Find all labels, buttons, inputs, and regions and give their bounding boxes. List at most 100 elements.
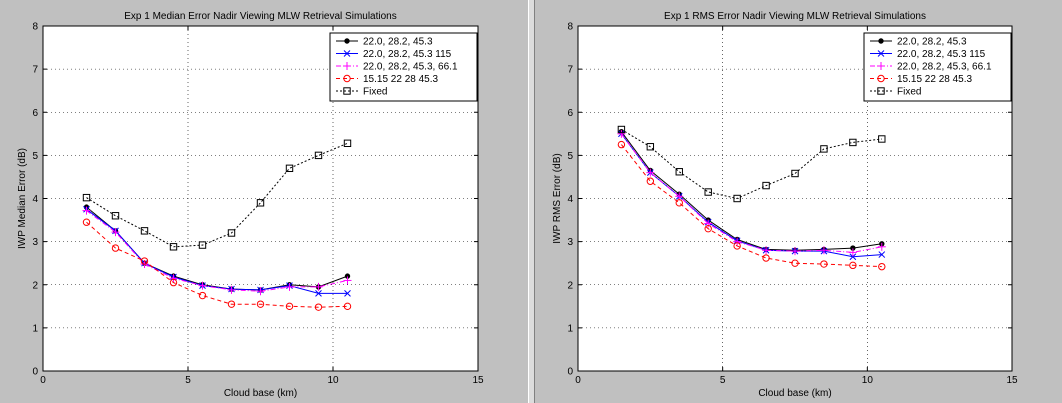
legend-label: 22.0, 28.2, 45.3 [363, 37, 433, 48]
series-line [620, 133, 882, 253]
legend-marker [878, 38, 884, 44]
data-point [82, 218, 91, 226]
series-line [86, 142, 348, 248]
y-tick-label: 8 [567, 22, 573, 33]
series-5 [617, 125, 886, 203]
legend-item: 22.0, 28.2, 45.3, 66.1 [870, 62, 992, 73]
data-point [111, 228, 120, 237]
data-point [314, 282, 323, 291]
legend-label: 22.0, 28.2, 45.3, 66.1 [363, 62, 458, 73]
data-point [343, 276, 352, 285]
data-point [111, 212, 120, 220]
data-point [617, 125, 626, 134]
y-tick-label: 4 [32, 194, 38, 205]
data-point [646, 143, 655, 151]
y-tick-label: 1 [567, 323, 573, 334]
legend-label: 15.15 22 28 45.3 [363, 74, 439, 85]
y-tick-label: 4 [567, 194, 573, 205]
data-point [820, 260, 828, 268]
series-line [86, 221, 348, 308]
legend-item: 15.15 22 28 45.3 [336, 74, 439, 85]
data-point [82, 206, 91, 215]
x-axis-label: Cloud base (km) [758, 388, 831, 399]
legend-item: 22.0, 28.2, 45.3 [870, 37, 967, 48]
series-line [86, 208, 348, 294]
chart-title: Exp 1 Median Error Nadir Viewing MLW Ret… [124, 11, 397, 22]
series-4 [82, 218, 352, 311]
legend-marker [877, 62, 885, 70]
legend: 22.0, 28.2, 45.322.0, 28.2, 45.3 115 22.0… [329, 32, 478, 102]
data-point [675, 168, 683, 176]
y-tick-label: 1 [32, 323, 38, 334]
x-tick-label: 15 [472, 375, 484, 386]
data-point [733, 237, 742, 246]
right-chart-panel: 0 5 10 15 0 1 2 3 4 5 6 7 8 Exp 1 RMS Error Nadir Vie… [535, 0, 1062, 403]
left-chart-panel: 0 5 10 15 0 1 2 3 4 5 6 7 8 Exp 1 Median Error Nadir … [0, 0, 528, 403]
data-point [227, 229, 236, 237]
series-5 [82, 139, 352, 251]
data-point [617, 140, 626, 149]
y-tick-label: 5 [567, 151, 573, 162]
y-tick-label: 6 [32, 108, 38, 119]
y-axis-label: IWP Median Error (dB) [17, 148, 28, 249]
data-point [198, 281, 207, 290]
data-point [878, 135, 886, 143]
data-point [256, 287, 265, 296]
data-point [733, 242, 741, 250]
data-point [849, 261, 857, 270]
data-point [791, 169, 799, 178]
y-tick-label: 2 [32, 280, 38, 291]
y-tick-label: 8 [32, 22, 38, 33]
x-tick-label: 15 [1006, 375, 1018, 386]
data-point [646, 177, 655, 185]
series-3 [82, 206, 352, 296]
x-axis-label: Cloud base (km) [224, 388, 297, 399]
data-point [704, 219, 713, 228]
series-1 [618, 128, 885, 253]
y-tick-label: 0 [32, 367, 38, 378]
data-point [878, 262, 886, 271]
data-point [344, 290, 351, 297]
legend-label: 15.15 22 28 45.3 [897, 74, 973, 85]
data-point [82, 193, 91, 202]
legend-item: 15.15 22 28 45.3 [870, 74, 973, 85]
legend-marker [343, 50, 351, 57]
series-line [86, 210, 348, 292]
series-line [621, 129, 882, 200]
legend-item: 22.0, 28.2, 45.3 [336, 37, 433, 48]
data-point [791, 247, 799, 256]
legend-marker [344, 38, 350, 44]
y-tick-label: 5 [32, 151, 38, 162]
legend-item: Fixed [336, 87, 387, 98]
legend-item: 22.0, 28.2, 45.3 115 [336, 49, 452, 60]
x-tick-label: 5 [720, 375, 726, 386]
series-line [620, 131, 882, 251]
legend-item: Fixed [870, 87, 921, 98]
y-tick-label: 0 [567, 367, 573, 378]
chart-title: Exp 1 RMS Error Nadir Viewing MLW Retrie… [664, 11, 926, 22]
data-point [849, 253, 857, 261]
data-point [227, 285, 236, 294]
panel-separator [528, 0, 535, 403]
rms-error-chart: 0 5 10 15 0 1 2 3 4 5 6 7 8 Exp 1 RMS Error Nadir Vie… [552, 11, 1018, 399]
data-point [704, 224, 712, 233]
data-point [878, 251, 886, 258]
x-tick-label: 5 [185, 375, 191, 386]
y-tick-label: 2 [567, 280, 573, 291]
data-point [140, 227, 149, 235]
data-point [704, 188, 712, 196]
data-point [169, 278, 178, 287]
x-tick-label: 0 [40, 375, 46, 386]
data-point [646, 168, 655, 177]
data-point [111, 244, 120, 252]
median-error-chart: 0 5 10 15 0 1 2 3 4 5 6 7 8 Exp 1 Median Error Nadir … [17, 11, 484, 399]
legend-label: Fixed [897, 87, 921, 98]
data-point [198, 291, 207, 300]
x-tick-label: 10 [862, 375, 874, 386]
legend-marker [343, 87, 351, 95]
series-3 [617, 129, 886, 257]
legend: 22.0, 28.2, 45.322.0, 28.2, 45.3 115 22.0… [863, 32, 1012, 102]
data-point [285, 164, 294, 173]
data-point [256, 199, 265, 207]
data-point [791, 259, 799, 267]
